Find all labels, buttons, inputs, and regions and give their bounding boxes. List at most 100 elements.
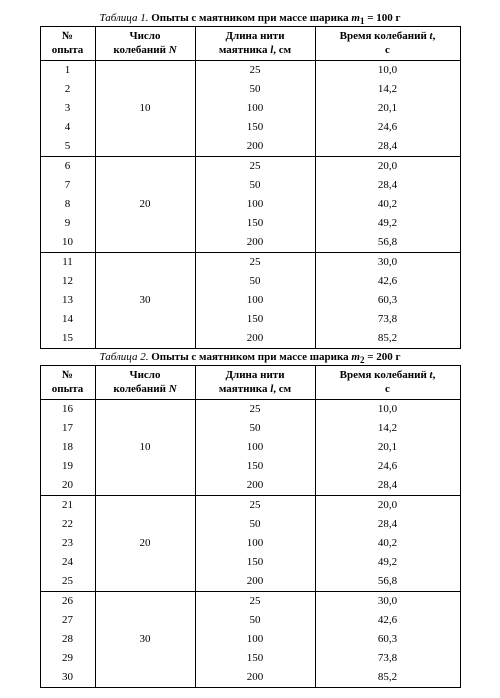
- cell-length: 50: [195, 272, 315, 291]
- cell-time: 73,8: [315, 649, 460, 668]
- cell-n: 22: [40, 515, 95, 534]
- table-row: 11302530,0: [40, 252, 460, 272]
- cell-n: 23: [40, 534, 95, 553]
- cell-n: 9: [40, 214, 95, 233]
- cell-time: 40,2: [315, 195, 460, 214]
- cell-length: 100: [195, 291, 315, 310]
- table-caption: Таблица 1. Опыты с маятником при массе ш…: [30, 12, 470, 26]
- cell-time: 20,1: [315, 438, 460, 457]
- cell-length: 100: [195, 534, 315, 553]
- cell-n: 27: [40, 611, 95, 630]
- cell-length: 100: [195, 438, 315, 457]
- cell-N: 20: [95, 156, 195, 252]
- cell-n: 12: [40, 272, 95, 291]
- cell-n: 29: [40, 649, 95, 668]
- cell-time: 73,8: [315, 310, 460, 329]
- cell-length: 50: [195, 611, 315, 630]
- cell-length: 200: [195, 233, 315, 253]
- col-header-length: Длина нитимаятника l, см: [195, 27, 315, 61]
- cell-length: 50: [195, 419, 315, 438]
- cell-time: 30,0: [315, 591, 460, 611]
- cell-n: 17: [40, 419, 95, 438]
- cell-n: 25: [40, 572, 95, 592]
- cell-time: 28,4: [315, 176, 460, 195]
- col-header-time: Время колебаний t,с: [315, 365, 460, 399]
- cell-n: 24: [40, 553, 95, 572]
- cell-time: 49,2: [315, 553, 460, 572]
- cell-time: 24,6: [315, 457, 460, 476]
- cell-n: 18: [40, 438, 95, 457]
- cell-n: 1: [40, 60, 95, 80]
- cell-length: 200: [195, 137, 315, 157]
- data-table: №опытаЧислоколебаний NДлина нитимаятника…: [40, 26, 461, 349]
- cell-time: 20,0: [315, 495, 460, 515]
- cell-N: 30: [95, 252, 195, 348]
- cell-n: 10: [40, 233, 95, 253]
- cell-time: 60,3: [315, 291, 460, 310]
- cell-n: 13: [40, 291, 95, 310]
- cell-n: 30: [40, 668, 95, 688]
- cell-time: 56,8: [315, 233, 460, 253]
- cell-n: 14: [40, 310, 95, 329]
- cell-N: 10: [95, 399, 195, 495]
- cell-n: 16: [40, 399, 95, 419]
- cell-n: 4: [40, 118, 95, 137]
- table-row: 16102510,0: [40, 399, 460, 419]
- cell-time: 42,6: [315, 272, 460, 291]
- cell-time: 14,2: [315, 80, 460, 99]
- col-header-count: Числоколебаний N: [95, 27, 195, 61]
- cell-N: 20: [95, 495, 195, 591]
- data-table: №опытаЧислоколебаний NДлина нитимаятника…: [40, 365, 461, 688]
- col-header-n: №опыта: [40, 27, 95, 61]
- col-header-length: Длина нитимаятника l, см: [195, 365, 315, 399]
- cell-length: 50: [195, 515, 315, 534]
- cell-n: 20: [40, 476, 95, 496]
- cell-n: 8: [40, 195, 95, 214]
- cell-length: 150: [195, 649, 315, 668]
- cell-length: 200: [195, 329, 315, 349]
- cell-time: 28,4: [315, 515, 460, 534]
- cell-n: 21: [40, 495, 95, 515]
- table-row: 26302530,0: [40, 591, 460, 611]
- cell-time: 10,0: [315, 60, 460, 80]
- table-row: 6202520,0: [40, 156, 460, 176]
- cell-n: 6: [40, 156, 95, 176]
- cell-time: 24,6: [315, 118, 460, 137]
- caption-title: Опыты с маятником при массе шарика m2 = …: [151, 351, 400, 363]
- cell-length: 25: [195, 60, 315, 80]
- cell-n: 7: [40, 176, 95, 195]
- cell-length: 150: [195, 553, 315, 572]
- col-header-time: Время колебаний t,с: [315, 27, 460, 61]
- cell-n: 2: [40, 80, 95, 99]
- caption-prefix: Таблица 2.: [100, 351, 149, 363]
- table-row: 21202520,0: [40, 495, 460, 515]
- cell-length: 25: [195, 156, 315, 176]
- table-caption: Таблица 2. Опыты с маятником при массе ш…: [30, 351, 470, 365]
- cell-time: 28,4: [315, 476, 460, 496]
- cell-time: 28,4: [315, 137, 460, 157]
- cell-length: 150: [195, 457, 315, 476]
- cell-length: 25: [195, 399, 315, 419]
- cell-time: 42,6: [315, 611, 460, 630]
- cell-time: 40,2: [315, 534, 460, 553]
- cell-time: 85,2: [315, 329, 460, 349]
- cell-n: 26: [40, 591, 95, 611]
- cell-length: 50: [195, 176, 315, 195]
- caption-title: Опыты с маятником при массе шарика m1 = …: [151, 12, 400, 24]
- cell-length: 25: [195, 252, 315, 272]
- cell-length: 150: [195, 118, 315, 137]
- col-header-n: №опыта: [40, 365, 95, 399]
- cell-time: 10,0: [315, 399, 460, 419]
- cell-N: 30: [95, 591, 195, 687]
- cell-time: 85,2: [315, 668, 460, 688]
- cell-time: 56,8: [315, 572, 460, 592]
- cell-time: 30,0: [315, 252, 460, 272]
- cell-N: 10: [95, 60, 195, 156]
- cell-n: 15: [40, 329, 95, 349]
- col-header-count: Числоколебаний N: [95, 365, 195, 399]
- cell-length: 150: [195, 310, 315, 329]
- cell-time: 49,2: [315, 214, 460, 233]
- cell-length: 25: [195, 591, 315, 611]
- cell-n: 3: [40, 99, 95, 118]
- cell-time: 20,0: [315, 156, 460, 176]
